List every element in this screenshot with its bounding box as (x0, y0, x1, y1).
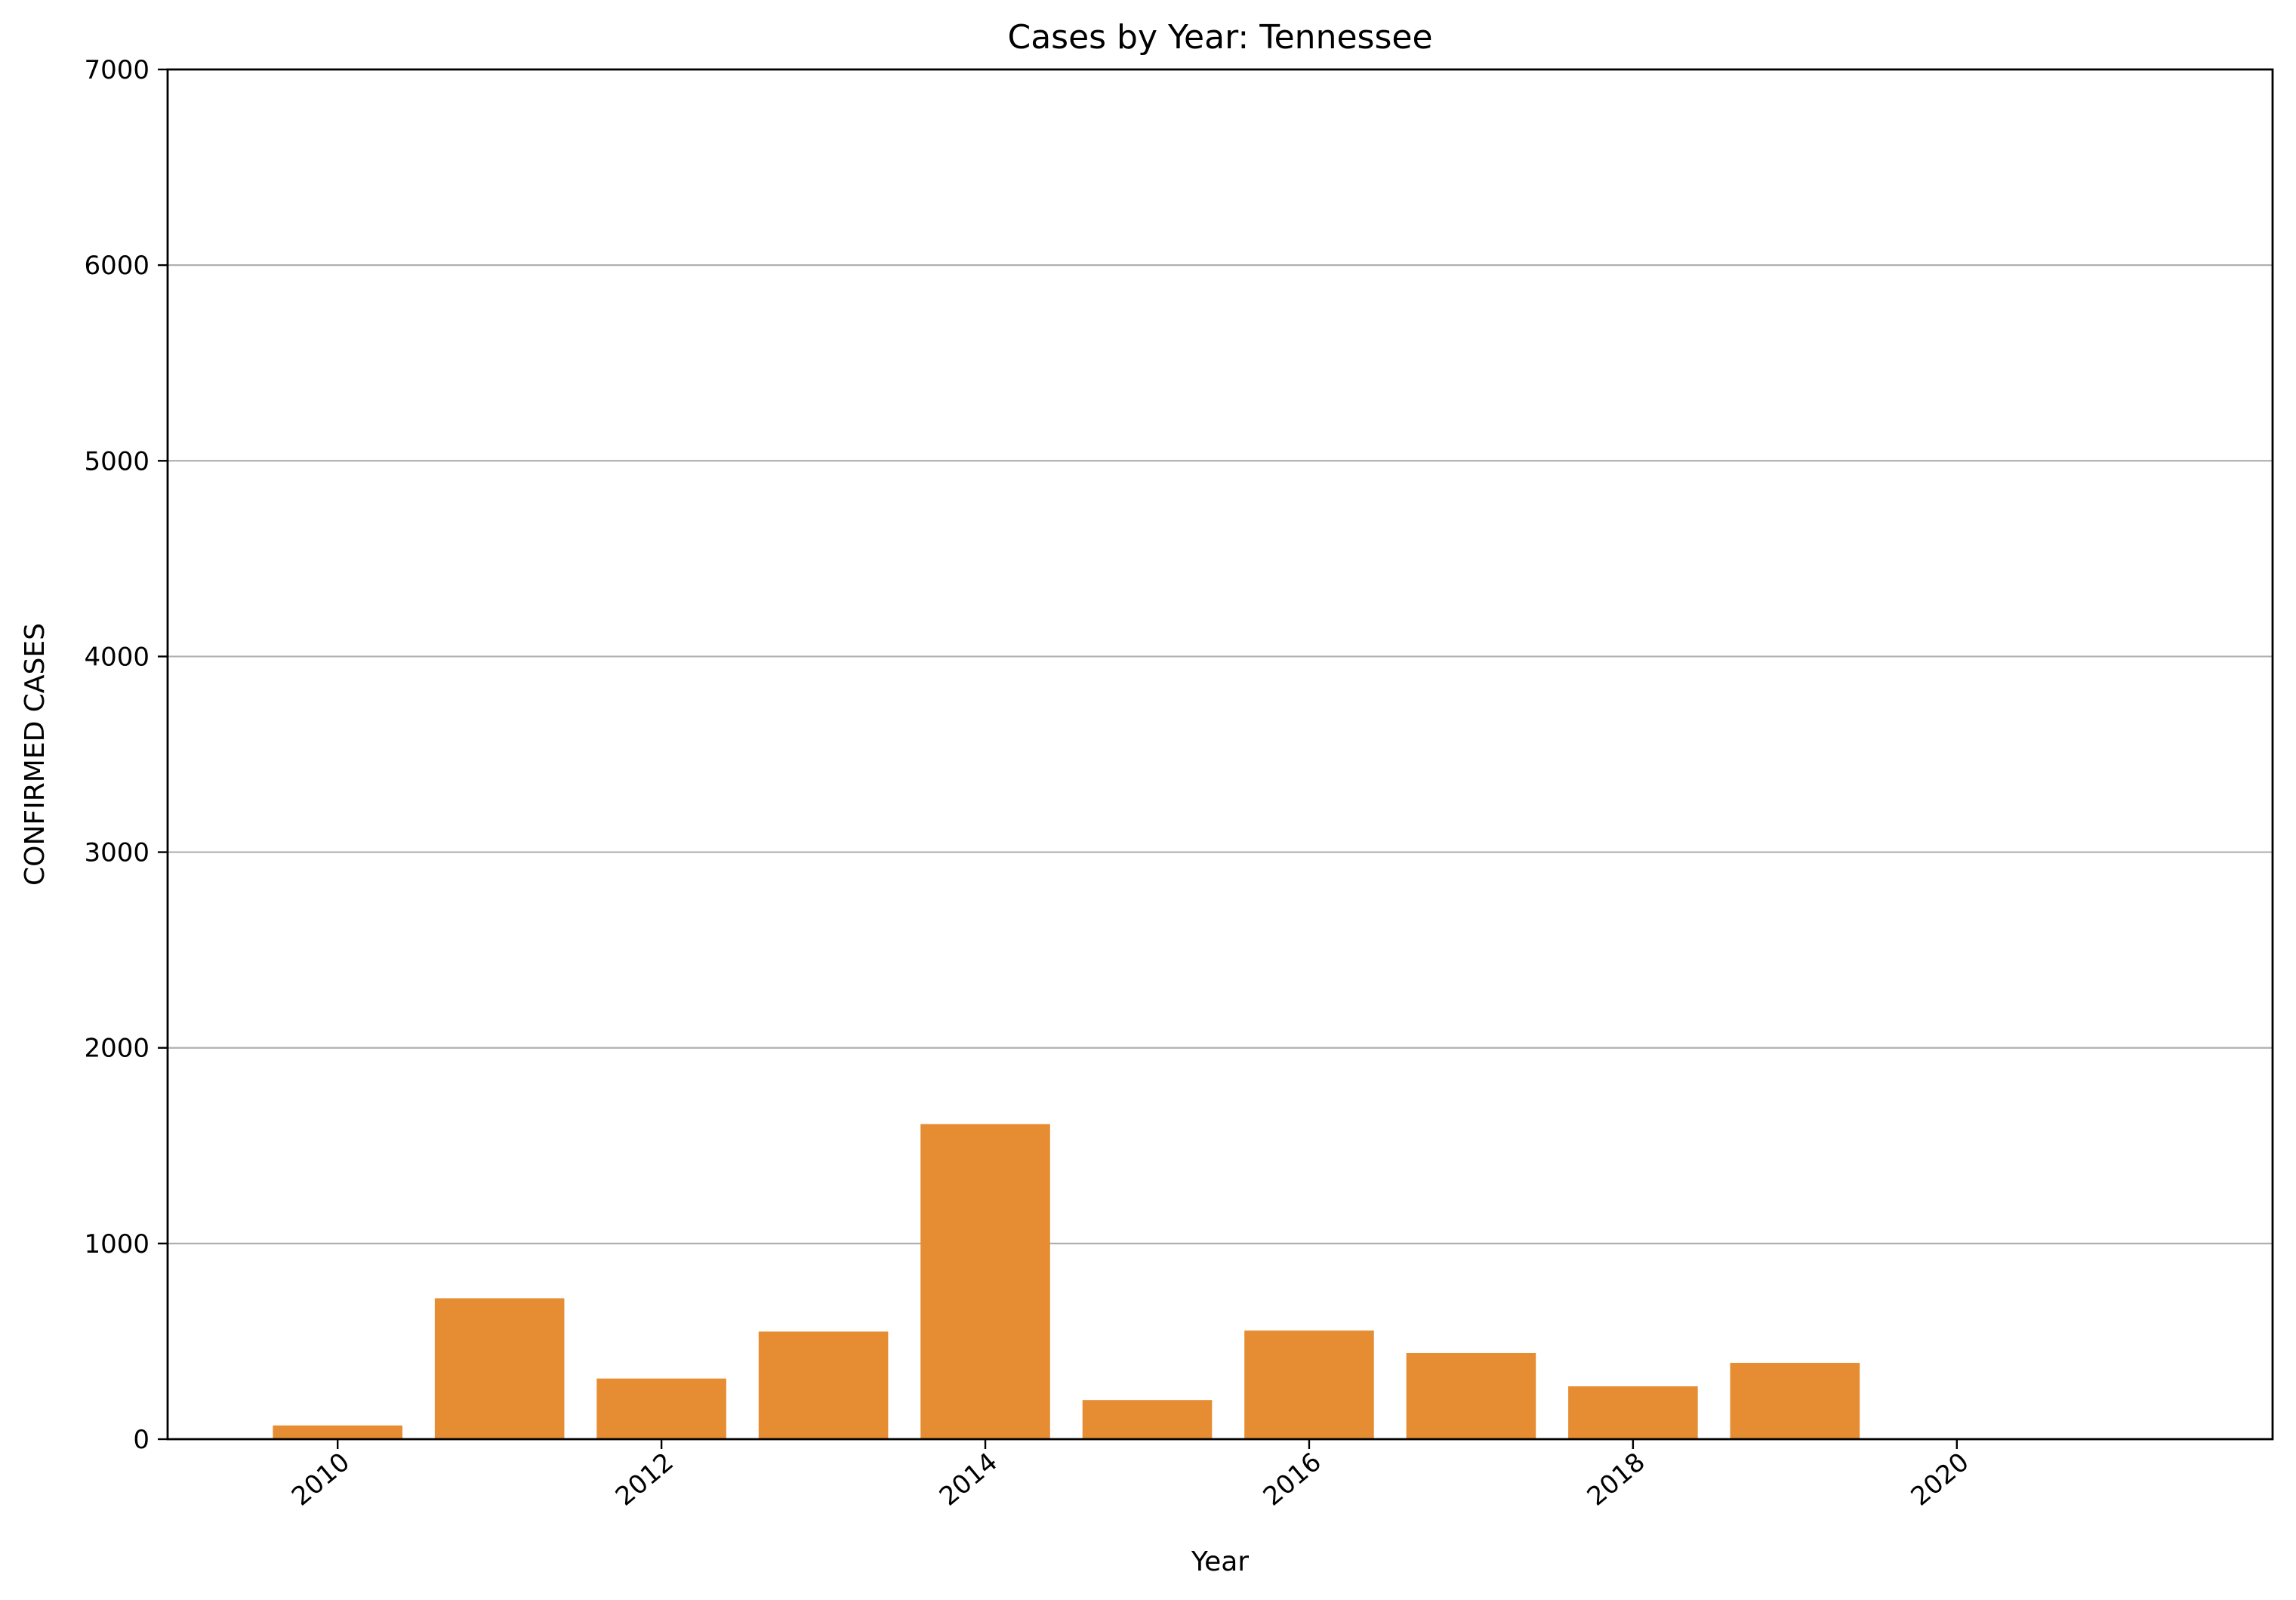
x-tick-label: 2018 (1582, 1447, 1651, 1512)
x-tick-label: 2010 (286, 1447, 356, 1512)
plot-frame (166, 68, 2274, 1441)
bar-2011 (434, 1298, 565, 1439)
bar-2013 (758, 1331, 889, 1439)
y-axis: 0 1000 2000 3000 4000 5000 6000 7000 (84, 55, 168, 1455)
bar-2012 (596, 1378, 726, 1439)
x-tick-label: 2012 (610, 1447, 680, 1512)
x-tick-label: 2020 (1906, 1447, 1975, 1512)
y-tick-label: 7000 (84, 55, 149, 85)
y-tick-label: 2000 (84, 1034, 149, 1064)
y-tick-label: 5000 (84, 446, 149, 476)
y-gridlines (168, 264, 2273, 1244)
bar-2014 (920, 1124, 1050, 1439)
bar-series (273, 1124, 1860, 1439)
bar-2018 (1568, 1386, 1698, 1439)
bar-2017 (1406, 1352, 1536, 1439)
y-tick-label: 4000 (84, 642, 149, 672)
y-tick-label: 6000 (84, 251, 149, 281)
bar-2015 (1082, 1400, 1213, 1439)
chart-title: Cases by Year: Tennessee (1007, 18, 1432, 57)
bar-2010 (273, 1425, 402, 1439)
y-tick-label: 1000 (84, 1229, 149, 1259)
y-axis-title: CONFIRMED CASES (20, 623, 51, 886)
x-axis: 2010 2012 2014 2016 2018 2020 (286, 1439, 1975, 1512)
y-tick-label: 0 (133, 1425, 149, 1455)
x-tick-label: 2016 (1258, 1447, 1327, 1512)
y-tick-label: 3000 (84, 838, 149, 868)
x-axis-title: Year (1191, 1546, 1249, 1577)
x-tick-label: 2014 (934, 1447, 1003, 1512)
bar-2016 (1244, 1330, 1374, 1439)
bar-2019 (1730, 1362, 1860, 1439)
